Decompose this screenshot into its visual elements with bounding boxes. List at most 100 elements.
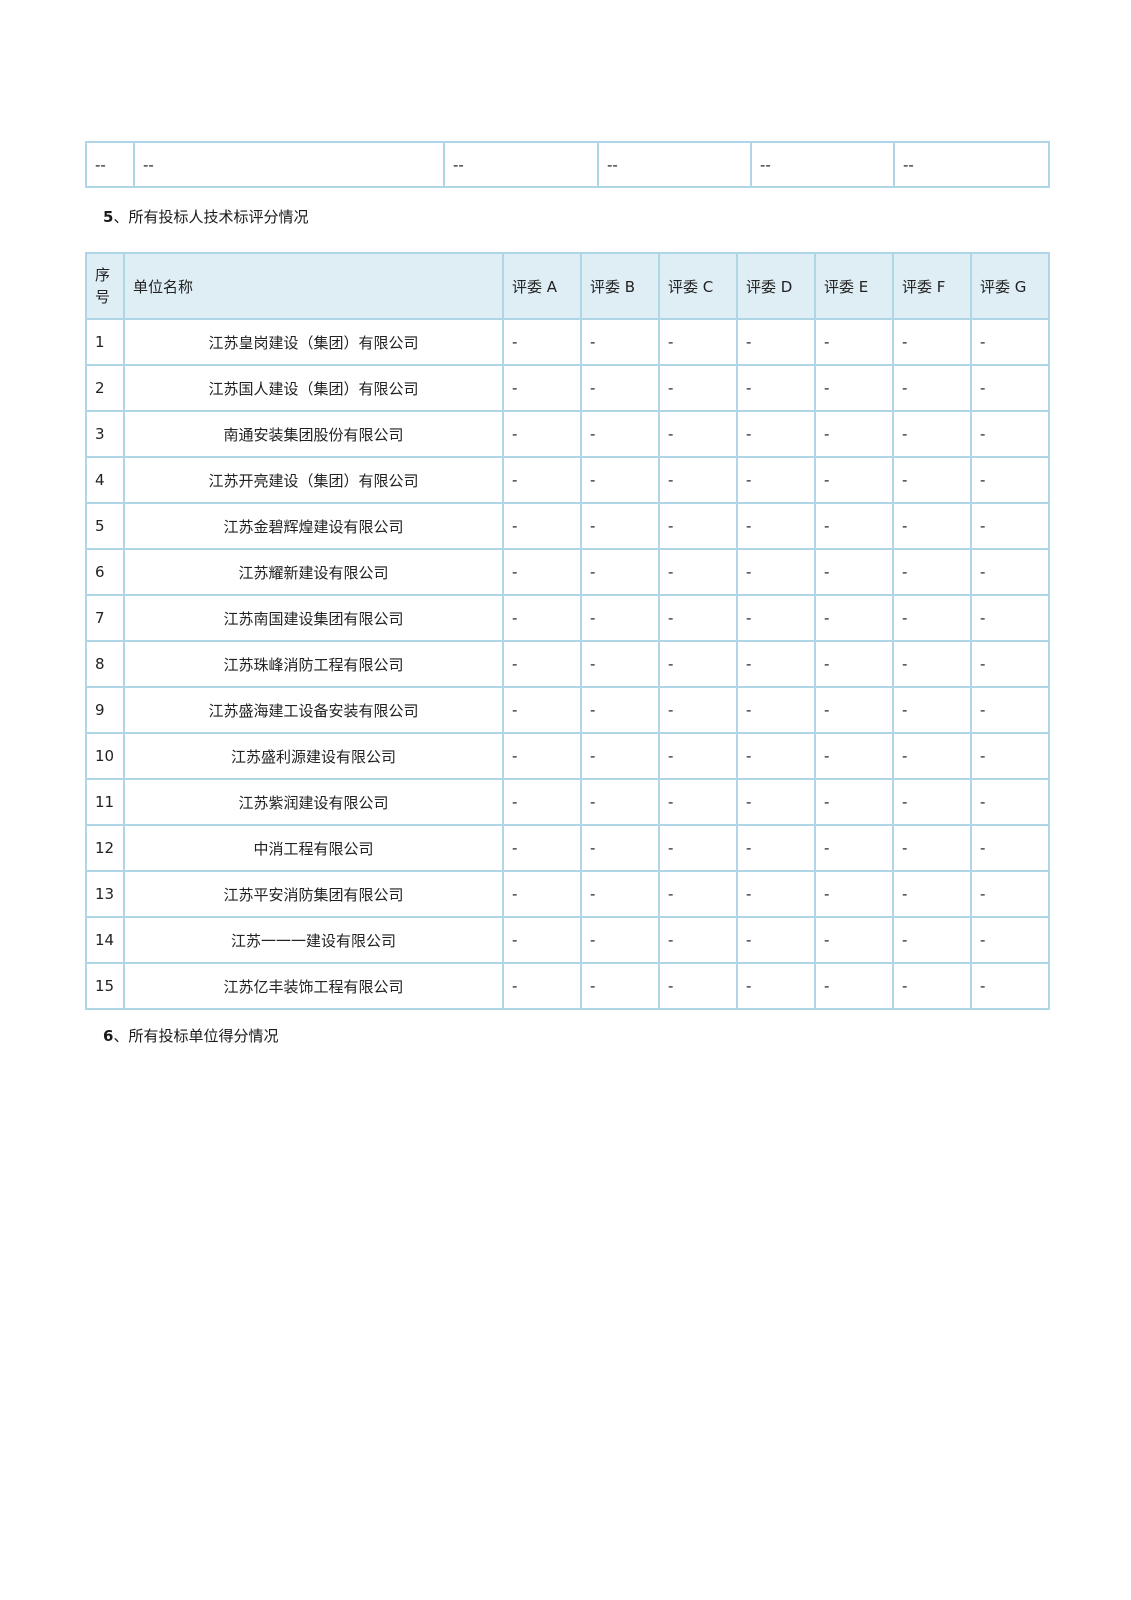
fragment-row: -- -- -- -- -- --	[85, 141, 1050, 188]
score-cell: -	[736, 456, 816, 504]
score-cell: -	[892, 364, 972, 412]
score-cell: -	[580, 548, 660, 596]
table-row: 6 江苏耀新建设有限公司 - - - - - - -	[85, 548, 1050, 596]
score-cell: -	[814, 594, 894, 642]
score-cell: -	[814, 824, 894, 872]
score-cell: -	[892, 870, 972, 918]
table-row: 12 中消工程有限公司 - - - - - - -	[85, 824, 1050, 872]
score-cell: -	[814, 318, 894, 366]
previous-table-fragment: -- -- -- -- -- --	[85, 141, 1050, 188]
score-cell: -	[580, 686, 660, 734]
company-name: 江苏国人建设（集团）有限公司	[123, 364, 504, 412]
score-cell: -	[970, 410, 1050, 458]
header-judge-g: 评委 G	[970, 252, 1050, 320]
score-cell: -	[502, 824, 582, 872]
score-cell: -	[502, 962, 582, 1010]
fragment-cell: --	[85, 141, 135, 188]
score-cell: -	[970, 318, 1050, 366]
score-cell: -	[814, 456, 894, 504]
score-cell: -	[502, 870, 582, 918]
score-cell: -	[970, 640, 1050, 688]
table-row: 4 江苏开亮建设（集团）有限公司 - - - - - - -	[85, 456, 1050, 504]
table-row: 15 江苏亿丰装饰工程有限公司 - - - - - - -	[85, 962, 1050, 1010]
table-row: 8 江苏珠峰消防工程有限公司 - - - - - - -	[85, 640, 1050, 688]
score-cell: -	[580, 318, 660, 366]
score-cell: -	[736, 594, 816, 642]
company-name: 江苏南国建设集团有限公司	[123, 594, 504, 642]
fragment-cell: --	[597, 141, 752, 188]
row-index: 15	[85, 962, 125, 1010]
score-cell: -	[892, 594, 972, 642]
score-cell: -	[970, 502, 1050, 550]
fragment-cell: --	[133, 141, 445, 188]
table-row: 5 江苏金碧辉煌建设有限公司 - - - - - - -	[85, 502, 1050, 550]
company-name: 江苏亿丰装饰工程有限公司	[123, 962, 504, 1010]
header-judge-a: 评委 A	[502, 252, 582, 320]
company-name: 南通安装集团股份有限公司	[123, 410, 504, 458]
score-cell: -	[736, 870, 816, 918]
score-cell: -	[892, 548, 972, 596]
score-cell: -	[736, 364, 816, 412]
section-title: 所有投标人技术标评分情况	[128, 208, 309, 226]
score-cell: -	[502, 640, 582, 688]
company-name: 江苏皇岗建设（集团）有限公司	[123, 318, 504, 366]
score-cell: -	[970, 548, 1050, 596]
score-cell: -	[736, 686, 816, 734]
score-cell: -	[502, 410, 582, 458]
section-heading-total-score: 6、所有投标单位得分情况	[85, 1025, 1048, 1047]
score-cell: -	[814, 548, 894, 596]
row-index: 8	[85, 640, 125, 688]
score-cell: -	[502, 732, 582, 780]
fragment-cell: --	[443, 141, 599, 188]
score-cell: -	[736, 824, 816, 872]
row-index: 2	[85, 364, 125, 412]
section-heading-tech-score: 5、所有投标人技术标评分情况	[85, 206, 1048, 228]
score-cell: -	[502, 594, 582, 642]
score-cell: -	[814, 410, 894, 458]
row-index: 10	[85, 732, 125, 780]
score-cell: -	[502, 548, 582, 596]
row-index: 14	[85, 916, 125, 964]
score-cell: -	[658, 962, 738, 1010]
score-cell: -	[658, 732, 738, 780]
score-cell: -	[814, 732, 894, 780]
score-cell: -	[658, 916, 738, 964]
score-cell: -	[580, 640, 660, 688]
row-index: 7	[85, 594, 125, 642]
score-table-body: 1 江苏皇岗建设（集团）有限公司 - - - - - - -2 江苏国人建设（集团）有限公司 - - -…	[85, 318, 1050, 1010]
score-cell: -	[892, 686, 972, 734]
score-cell: -	[502, 916, 582, 964]
score-cell: -	[736, 548, 816, 596]
company-name: 中消工程有限公司	[123, 824, 504, 872]
tech-score-table: 序 号 单位名称 评委 A 评委 B 评委 C 评委 D 评委 E 评委 F 评…	[85, 252, 1050, 1010]
score-cell: -	[892, 732, 972, 780]
score-cell: -	[892, 640, 972, 688]
score-cell: -	[658, 548, 738, 596]
score-cell: -	[658, 318, 738, 366]
score-cell: -	[502, 686, 582, 734]
row-index: 11	[85, 778, 125, 826]
score-cell: -	[970, 594, 1050, 642]
section-delimiter: 、	[113, 1027, 129, 1045]
score-cell: -	[970, 364, 1050, 412]
score-cell: -	[736, 410, 816, 458]
score-cell: -	[736, 502, 816, 550]
header-judge-e: 评委 E	[814, 252, 894, 320]
table-row: 13 江苏平安消防集团有限公司 - - - - - - -	[85, 870, 1050, 918]
score-cell: -	[502, 318, 582, 366]
score-cell: -	[892, 502, 972, 550]
score-cell: -	[580, 778, 660, 826]
score-cell: -	[658, 502, 738, 550]
score-cell: -	[814, 870, 894, 918]
score-cell: -	[658, 686, 738, 734]
section-number: 6	[103, 1027, 114, 1045]
header-index: 序 号	[85, 252, 125, 320]
score-cell: -	[736, 962, 816, 1010]
table-header-row: 序 号 单位名称 评委 A 评委 B 评委 C 评委 D 评委 E 评委 F 评…	[85, 252, 1050, 320]
table-row: 9 江苏盛海建工设备安装有限公司 - - - - - - -	[85, 686, 1050, 734]
score-cell: -	[814, 640, 894, 688]
score-cell: -	[580, 916, 660, 964]
score-cell: -	[658, 364, 738, 412]
score-cell: -	[580, 502, 660, 550]
table-row: 14 江苏一一一建设有限公司 - - - - - - -	[85, 916, 1050, 964]
